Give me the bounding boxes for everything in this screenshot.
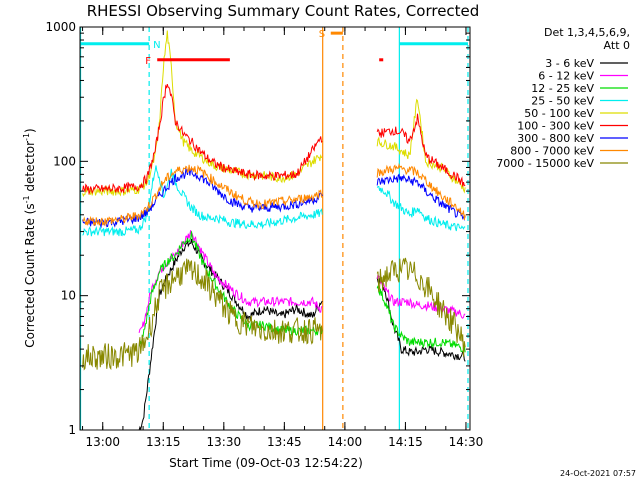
series-line-4-0 [82, 30, 323, 198]
y-tick-label-0: 1 [68, 423, 76, 437]
x-tick-label-6: 14:30 [449, 435, 484, 449]
series-line-5-0 [82, 83, 323, 196]
y-tick-label-1: 10 [61, 289, 76, 303]
series-line-3-1 [376, 185, 466, 232]
state-bars: NF S [80, 29, 468, 67]
series-line-0-0 [138, 238, 323, 430]
series-line-7-1 [376, 162, 466, 220]
legend-label-7: 800 - 7000 keV [510, 145, 594, 158]
legend-label-0: 3 - 6 keV [545, 57, 594, 70]
series-line-8-1 [376, 257, 466, 357]
series-layer [82, 30, 466, 430]
legend-header-line-1: Det 1,3,4,5,6,9, [544, 26, 630, 39]
legend-label-2: 12 - 25 keV [531, 82, 594, 95]
legend-label-3: 25 - 50 keV [531, 95, 594, 108]
series-line-6-0 [82, 167, 323, 229]
x-tick-label-3: 13:45 [267, 435, 302, 449]
y-tick-label-3: 1000 [45, 20, 76, 34]
series-line-5-1 [376, 113, 466, 187]
legend-label-5: 100 - 300 keV [517, 120, 594, 133]
legend-label-4: 50 - 100 keV [524, 107, 594, 120]
footer-timestamp: 24-Oct-2021 07:57 [560, 469, 636, 478]
series-line-3-0 [82, 165, 323, 237]
legend-header-line-2: Att 0 [604, 39, 630, 52]
series-line-4-1 [376, 98, 466, 194]
x-tick-label-4: 14:00 [328, 435, 363, 449]
y-tick-label-2: 100 [53, 154, 76, 168]
x-tick-label-1: 13:15 [146, 435, 181, 449]
plot-frame [79, 26, 471, 431]
legend-label-6: 300 - 800 keV [517, 132, 594, 145]
x-axis: 13:00 13:15 13:30 13:45 14:00 14:15 14:30 [82, 27, 484, 449]
mode-boundary-lines [80, 27, 469, 430]
series-line-2-0 [138, 231, 323, 347]
series-line-1-1 [376, 272, 466, 319]
x-tick-label-5: 14:15 [388, 435, 423, 449]
series-line-2-1 [376, 285, 466, 355]
x-tick-label-0: 13:00 [85, 435, 120, 449]
series-line-8-0 [82, 258, 323, 371]
y-axis: 1 10 100 1000 [45, 20, 470, 437]
x-tick-label-2: 13:30 [207, 435, 242, 449]
state-label-S: S [319, 29, 325, 40]
chart-title: RHESSI Observing Summary Count Rates, Co… [87, 2, 480, 20]
legend-label-8: 7000 - 15000 keV [496, 157, 594, 170]
series-line-6-1 [376, 173, 466, 222]
x-axis-label: Start Time (09-Oct-03 12:54:22) [169, 456, 363, 470]
y-axis-label: Corrected Count Rate (s-1 detector-1) [22, 128, 37, 347]
series-line-7-0 [82, 164, 323, 227]
state-label-F: F [145, 56, 151, 67]
legend-label-1: 6 - 12 keV [538, 70, 594, 83]
state-label-N: N [153, 40, 160, 51]
